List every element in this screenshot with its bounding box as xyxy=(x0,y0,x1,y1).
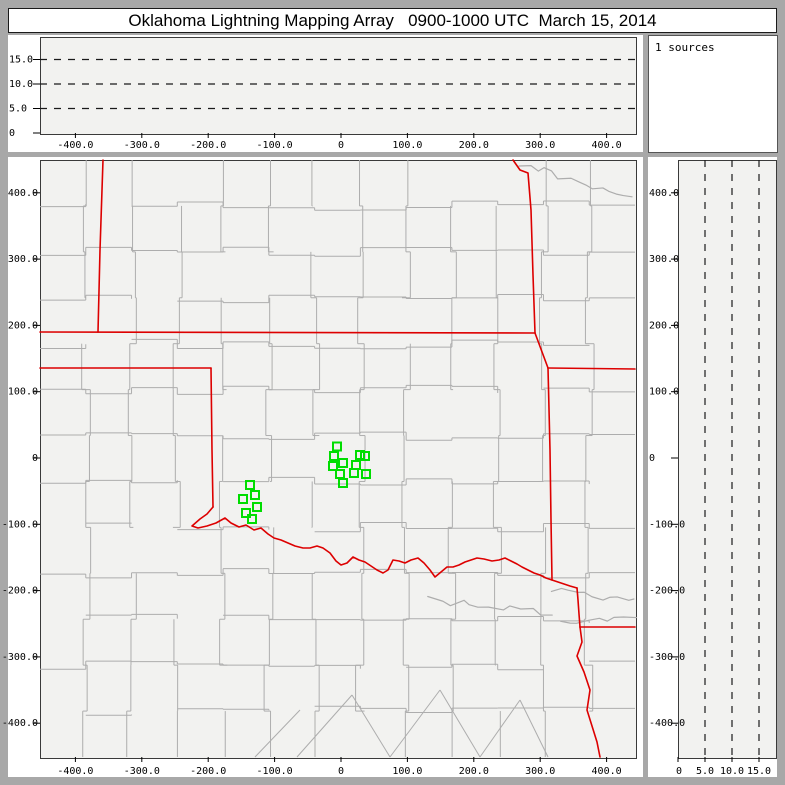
altitude-ns-plot-area[interactable] xyxy=(678,160,777,759)
page-title: Oklahoma Lightning Mapping Array 0900-10… xyxy=(128,10,657,30)
title-bar: Oklahoma Lightning Mapping Array 0900-10… xyxy=(8,8,777,33)
sources-count-label: 1 sources xyxy=(655,41,715,54)
altitude-ew-plot-area[interactable] xyxy=(40,37,637,135)
sources-panel: 1 sources xyxy=(648,35,778,153)
plan-view-plot-area[interactable] xyxy=(40,160,637,759)
